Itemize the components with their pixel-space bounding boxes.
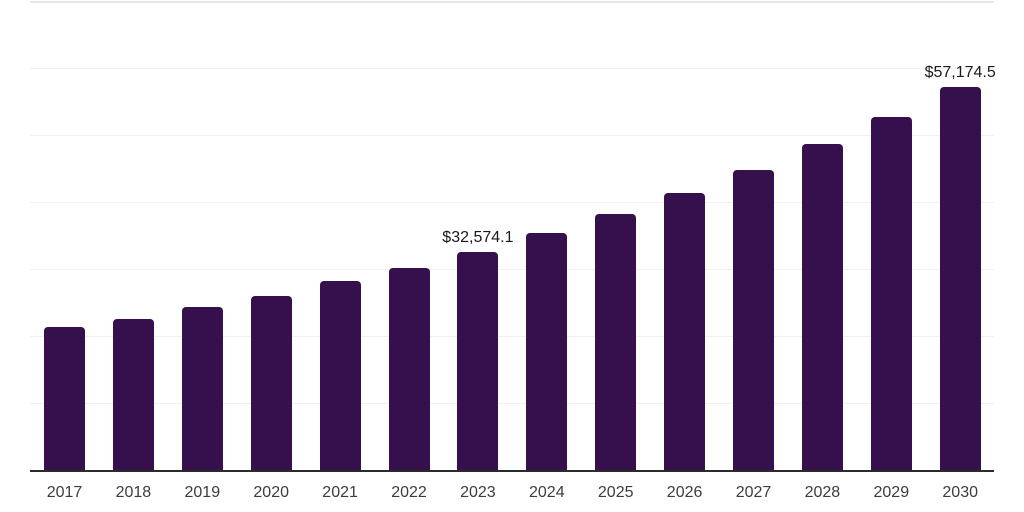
bar-2025: [595, 213, 637, 470]
bar-2029: [870, 117, 912, 470]
gridline: [30, 403, 994, 405]
bar-2022: [388, 267, 430, 470]
x-tick-label-2029: 2029: [873, 484, 910, 501]
bar-value-label-2023: $32,574.1: [442, 229, 514, 246]
bar-2020: [250, 296, 292, 470]
x-tick-label-2018: 2018: [115, 484, 152, 501]
x-tick-label-2023: 2023: [460, 484, 496, 501]
x-tick-label-2020: 2020: [253, 484, 289, 501]
x-tick-label-2017: 2017: [46, 484, 83, 501]
x-tick-label-2024: 2024: [529, 484, 565, 501]
bar-2027: [733, 170, 774, 470]
bar-value-label-2030: $57,174.5: [924, 64, 996, 82]
x-tick-label-2028: 2028: [804, 484, 841, 501]
gridline: [30, 68, 994, 70]
x-tick-label-2021: 2021: [322, 484, 358, 501]
bar-2018: [112, 318, 154, 470]
top-gridline: [30, 1, 994, 3]
x-tick-label-2030: 2030: [942, 484, 978, 501]
bar-2030: [939, 87, 981, 470]
bar-2019: [181, 306, 223, 470]
bar-2023: [457, 252, 499, 470]
bar-2021: [319, 280, 361, 470]
bar-2017: [44, 327, 85, 470]
x-tick-label-2025: 2025: [597, 484, 634, 501]
bar-2026: [664, 192, 706, 470]
gridline: [30, 135, 994, 137]
gridline: [30, 202, 994, 204]
gridline: [30, 336, 994, 338]
x-tick-label-2019: 2019: [184, 484, 221, 501]
x-tick-label-2027: 2027: [735, 484, 772, 501]
bar-2028: [801, 144, 843, 470]
x-tick-label-2026: 2026: [666, 484, 703, 501]
bar-2024: [526, 233, 568, 470]
x-tick-label-2022: 2022: [391, 484, 427, 501]
x-axis-line: [30, 470, 994, 472]
gridline: [30, 269, 994, 271]
